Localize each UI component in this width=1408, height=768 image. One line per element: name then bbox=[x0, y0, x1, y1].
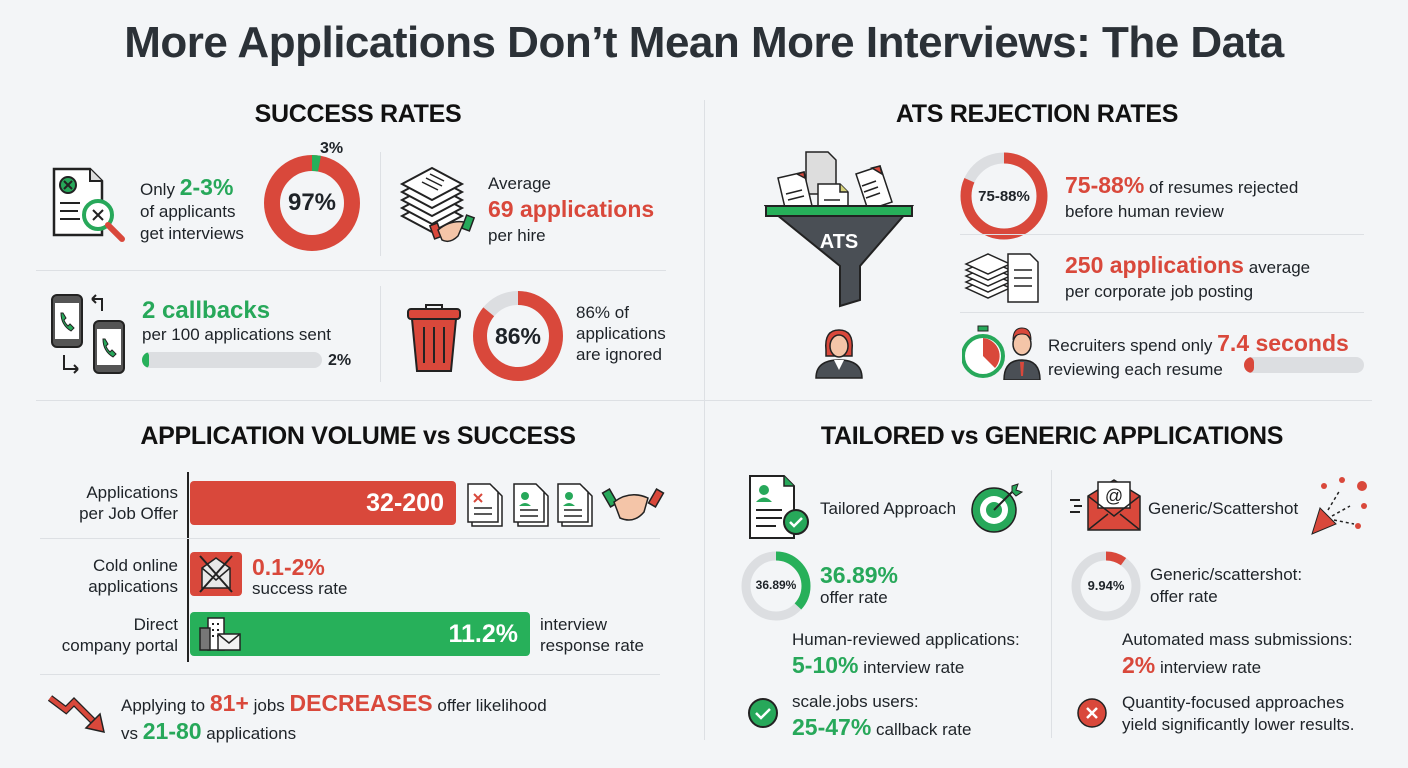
resume-magnifier-icon bbox=[50, 165, 130, 245]
callbacks-progress-bar bbox=[142, 352, 322, 368]
email-envelope-icon: @ bbox=[1068, 478, 1142, 532]
divider bbox=[960, 234, 1364, 235]
volume-row-label: Direct company portal bbox=[61, 615, 178, 655]
cold-applications-value: 0.1-2% bbox=[252, 554, 325, 580]
donut-center-label: 97% bbox=[287, 189, 337, 216]
applications-per-hire-stat: Average 69 applications per hire bbox=[488, 174, 655, 245]
stopwatch-recruiter-icon bbox=[962, 324, 1042, 380]
ats-rejected-stat: 75-88% of resumes rejected before human … bbox=[1065, 172, 1299, 221]
volume-row-label: Cold online applications bbox=[88, 556, 178, 596]
interviews-stat: Only 2-3% of applicants get interviews bbox=[140, 174, 244, 243]
generic-offer-stat: Generic/scattershot: offer rate bbox=[1150, 565, 1303, 606]
quantity-warning: Quantity-focused approaches yield signif… bbox=[1122, 693, 1355, 734]
ignored-stat: 86% of applications are ignored bbox=[576, 303, 666, 364]
trend-down-arrow-icon bbox=[48, 690, 108, 734]
divider-horizontal bbox=[36, 400, 1372, 401]
ats-funnel-icon: ATS bbox=[764, 148, 914, 320]
crossed-envelope-icon bbox=[199, 555, 233, 593]
volume-row-label: Applications per Job Offer bbox=[79, 483, 178, 523]
tailored-heading: Tailored Approach bbox=[820, 499, 957, 518]
tailored-resume-check-icon bbox=[748, 474, 812, 540]
volume-axis-line bbox=[187, 472, 189, 662]
donut-small-label: 3% bbox=[320, 140, 344, 157]
donut-center-label: 86% bbox=[494, 323, 542, 349]
recruiter-time-stat: Recruiters spend only 7.4 seconds review… bbox=[1048, 330, 1349, 379]
recruiter-time-bar bbox=[1244, 357, 1364, 373]
automated-submissions-stat: Automated mass submissions: 2% interview… bbox=[1122, 630, 1353, 678]
callbacks-label: per 100 applications sent bbox=[142, 325, 332, 344]
tailored-offer-donut-chart: 36.89% bbox=[741, 551, 811, 621]
ats-rejected-donut-chart: 75-88% bbox=[958, 150, 1050, 242]
direct-portal-bar: 11.2% bbox=[190, 612, 530, 656]
tailored-offer-value: 36.89% bbox=[820, 562, 899, 588]
human-reviewed-stat: Human-reviewed applications: 5-10% inter… bbox=[792, 630, 1020, 678]
generic-heading: Generic/Scattershot bbox=[1148, 499, 1299, 518]
generic-offer-donut-chart: 9.94% bbox=[1071, 551, 1141, 621]
ignored-donut-chart: 86% bbox=[472, 290, 564, 382]
divider bbox=[380, 152, 381, 256]
success-rates-title: SUCCESS RATES bbox=[254, 100, 462, 128]
cold-applications-bar bbox=[190, 552, 242, 596]
progress-fill bbox=[142, 352, 150, 368]
party-popper-icon bbox=[1308, 476, 1370, 536]
phones-callback-icon bbox=[50, 293, 130, 375]
callbacks-value: 2 callbacks bbox=[142, 297, 271, 324]
applications-per-offer-bar: 32-200 bbox=[190, 481, 456, 525]
donut-center-label: 75-88% bbox=[978, 188, 1030, 205]
building-envelope-icon bbox=[198, 616, 242, 652]
divider bbox=[40, 674, 660, 675]
svg-text:@: @ bbox=[1105, 486, 1123, 506]
divider bbox=[36, 270, 666, 271]
recruiter-avatar-icon bbox=[814, 328, 864, 380]
application-volume-title: APPLICATION VOLUME vs SUCCESS bbox=[140, 422, 576, 450]
paper-stack-icon bbox=[964, 250, 1040, 304]
check-circle-icon bbox=[747, 697, 779, 729]
divider bbox=[40, 538, 660, 539]
divider bbox=[1051, 470, 1052, 738]
target-icon bbox=[970, 482, 1026, 534]
donut-center-label: 36.89% bbox=[755, 578, 797, 592]
callbacks-bar-label: 2% bbox=[328, 352, 352, 369]
divider-vertical bbox=[704, 100, 705, 740]
progress-fill bbox=[1244, 357, 1254, 373]
tailored-offer-label: offer rate bbox=[820, 588, 888, 607]
resume-filter-icons bbox=[466, 480, 666, 528]
tailored-vs-generic-title: TAILORED vs GENERIC APPLICATIONS bbox=[820, 422, 1284, 450]
paper-stack-handshake-icon bbox=[398, 160, 478, 248]
cold-applications-note: success rate bbox=[252, 579, 348, 598]
page-title: More Applications Don’t Mean More Interv… bbox=[124, 18, 1284, 67]
x-circle-icon bbox=[1076, 697, 1108, 729]
svg-text:ATS: ATS bbox=[820, 231, 859, 253]
direct-portal-note: interview response rate bbox=[540, 615, 644, 655]
divider bbox=[380, 286, 381, 382]
volume-footer-note: Applying to 81+ jobs DECREASES offer lik… bbox=[121, 690, 547, 744]
donut-center-label: 9.94% bbox=[1087, 578, 1125, 593]
trash-can-icon bbox=[406, 303, 462, 373]
ats-rejection-title: ATS REJECTION RATES bbox=[895, 100, 1179, 128]
scale-jobs-stat: scale.jobs users: 25-47% callback rate bbox=[792, 692, 972, 740]
divider bbox=[960, 312, 1364, 313]
ats-postings-stat: 250 applications average per corporate j… bbox=[1065, 252, 1311, 301]
interviews-donut-chart: 97% bbox=[262, 153, 362, 253]
